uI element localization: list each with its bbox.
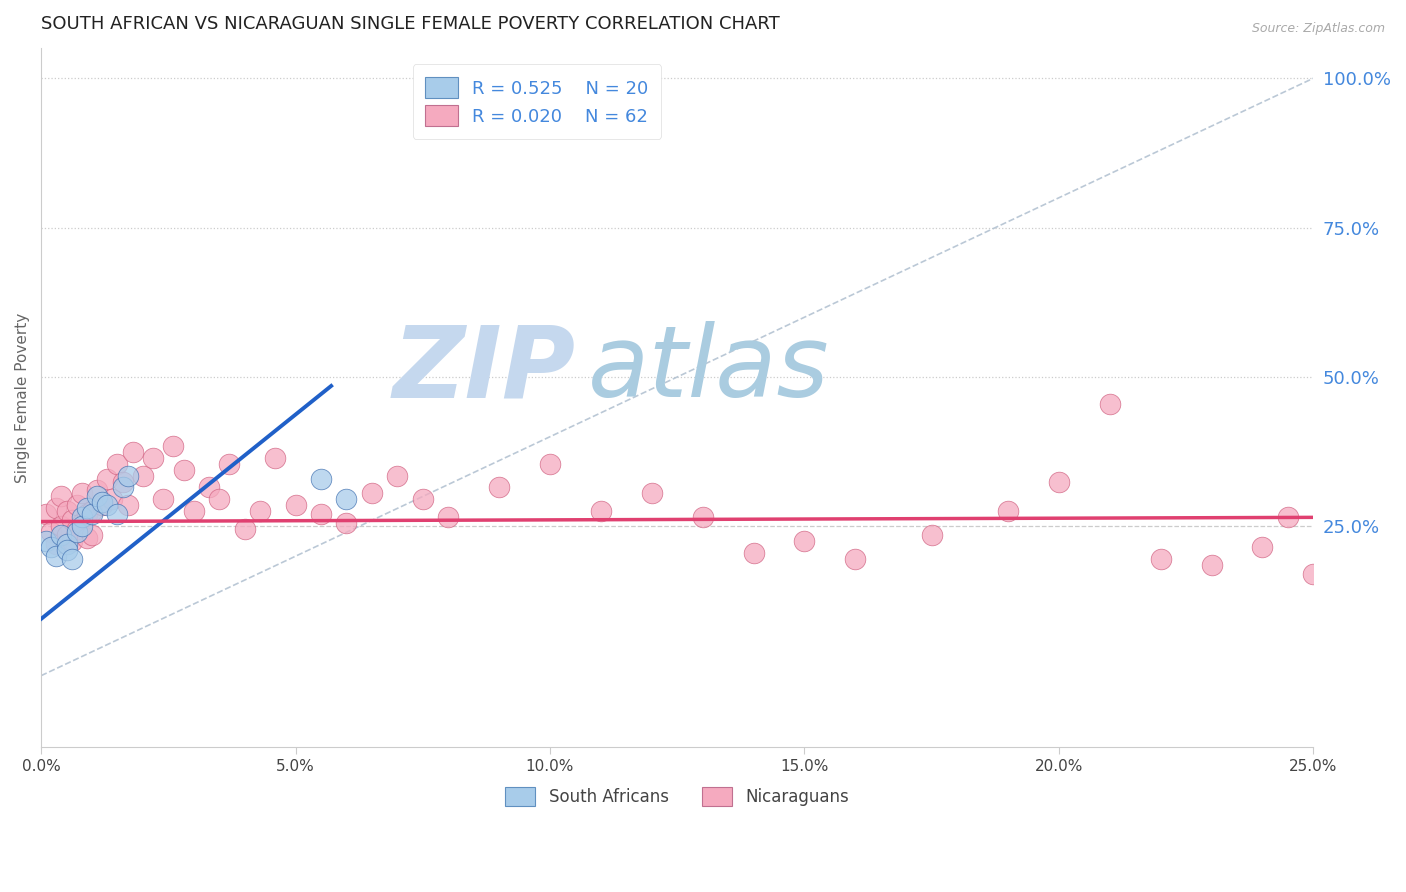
Point bbox=[39, 525, 62, 540]
Point bbox=[1201, 558, 1223, 573]
Point bbox=[55, 537, 77, 551]
Point bbox=[641, 486, 664, 500]
Point bbox=[35, 534, 58, 549]
Text: atlas: atlas bbox=[588, 321, 830, 418]
Point bbox=[387, 468, 409, 483]
Point bbox=[162, 439, 184, 453]
Point bbox=[70, 510, 93, 524]
Point bbox=[233, 522, 256, 536]
Point bbox=[142, 450, 165, 465]
Point bbox=[35, 508, 58, 522]
Point bbox=[208, 492, 231, 507]
Point bbox=[117, 499, 139, 513]
Point bbox=[844, 552, 866, 566]
Point bbox=[70, 486, 93, 500]
Point bbox=[55, 543, 77, 558]
Point bbox=[76, 531, 98, 545]
Point bbox=[45, 537, 67, 551]
Point bbox=[1149, 552, 1171, 566]
Point bbox=[437, 510, 460, 524]
Point bbox=[997, 504, 1019, 518]
Point bbox=[412, 492, 434, 507]
Point bbox=[198, 481, 221, 495]
Point bbox=[183, 504, 205, 518]
Point bbox=[742, 546, 765, 560]
Point bbox=[1098, 397, 1121, 411]
Point bbox=[45, 549, 67, 564]
Point bbox=[101, 492, 124, 507]
Point bbox=[107, 457, 129, 471]
Point bbox=[66, 499, 89, 513]
Point bbox=[60, 513, 83, 527]
Point bbox=[51, 528, 73, 542]
Point bbox=[335, 492, 357, 507]
Point bbox=[589, 504, 612, 518]
Point bbox=[39, 540, 62, 554]
Point bbox=[60, 552, 83, 566]
Point bbox=[284, 499, 307, 513]
Text: SOUTH AFRICAN VS NICARAGUAN SINGLE FEMALE POVERTY CORRELATION CHART: SOUTH AFRICAN VS NICARAGUAN SINGLE FEMAL… bbox=[41, 15, 780, 33]
Point bbox=[249, 504, 271, 518]
Point bbox=[111, 475, 134, 489]
Point bbox=[513, 116, 536, 130]
Legend: South Africans, Nicaraguans: South Africans, Nicaraguans bbox=[495, 777, 859, 816]
Point bbox=[76, 508, 98, 522]
Point bbox=[86, 490, 108, 504]
Point bbox=[51, 490, 73, 504]
Point bbox=[70, 516, 93, 531]
Text: Source: ZipAtlas.com: Source: ZipAtlas.com bbox=[1251, 22, 1385, 36]
Point bbox=[132, 468, 155, 483]
Point bbox=[309, 508, 332, 522]
Point bbox=[60, 534, 83, 549]
Point bbox=[360, 486, 382, 500]
Point bbox=[121, 444, 143, 458]
Point bbox=[1047, 475, 1070, 489]
Point bbox=[1277, 510, 1299, 524]
Point bbox=[91, 499, 114, 513]
Point bbox=[335, 516, 357, 531]
Point bbox=[45, 501, 67, 516]
Point bbox=[91, 495, 114, 509]
Point bbox=[76, 501, 98, 516]
Point bbox=[80, 504, 103, 518]
Point bbox=[107, 508, 129, 522]
Point bbox=[80, 508, 103, 522]
Point bbox=[1251, 540, 1274, 554]
Point bbox=[921, 528, 943, 542]
Point bbox=[86, 483, 108, 498]
Point bbox=[70, 519, 93, 533]
Point bbox=[1302, 567, 1324, 582]
Point bbox=[173, 462, 195, 476]
Point bbox=[152, 492, 174, 507]
Point bbox=[55, 504, 77, 518]
Text: ZIP: ZIP bbox=[392, 321, 575, 418]
Point bbox=[309, 471, 332, 485]
Point bbox=[55, 528, 77, 542]
Y-axis label: Single Female Poverty: Single Female Poverty bbox=[15, 313, 30, 483]
Point bbox=[96, 471, 118, 485]
Point bbox=[218, 457, 240, 471]
Point bbox=[264, 450, 287, 465]
Point bbox=[51, 519, 73, 533]
Point bbox=[488, 481, 510, 495]
Point bbox=[117, 468, 139, 483]
Point bbox=[692, 510, 714, 524]
Point bbox=[66, 522, 89, 536]
Point bbox=[80, 528, 103, 542]
Point bbox=[793, 534, 815, 549]
Point bbox=[111, 481, 134, 495]
Point bbox=[538, 457, 561, 471]
Point bbox=[66, 525, 89, 540]
Point bbox=[96, 499, 118, 513]
